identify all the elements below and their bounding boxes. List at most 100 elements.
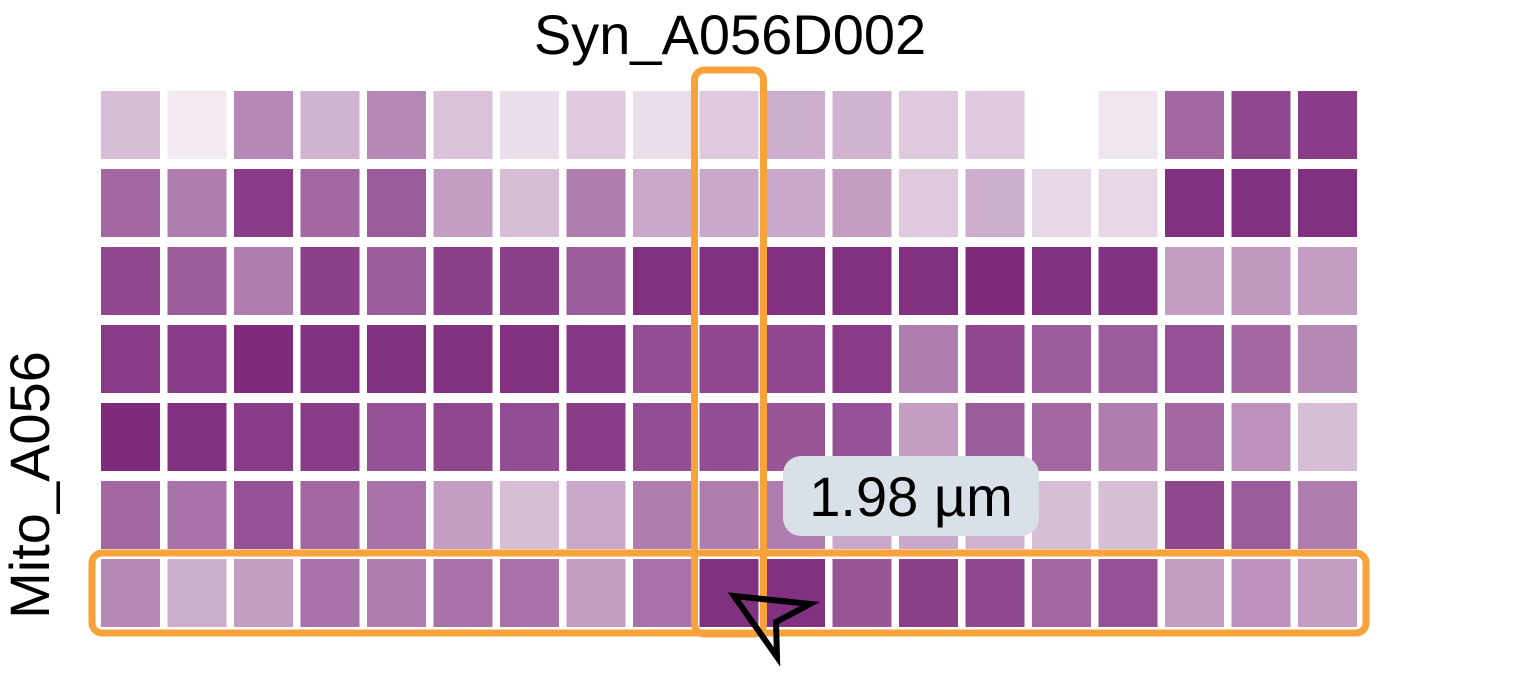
heatmap-cell-r0-c1[interactable] [167, 91, 227, 159]
heatmap-cell-r6-c17[interactable] [1231, 559, 1291, 627]
heatmap-cell-r0-c18[interactable] [1298, 91, 1357, 159]
heatmap-cell-r5-c1[interactable] [167, 481, 227, 549]
heatmap-cell-r2-c10[interactable] [766, 247, 825, 315]
heatmap-cell-r4-c7[interactable] [566, 403, 626, 471]
heatmap-cell-r4-c14[interactable] [1032, 403, 1091, 471]
heatmap-cell-r4-c18[interactable] [1298, 403, 1357, 471]
heatmap-cell-r3-c8[interactable] [633, 325, 692, 393]
heatmap-cell-r3-c15[interactable] [1098, 325, 1158, 393]
heatmap-cell-r0-c16[interactable] [1165, 91, 1224, 159]
heatmap-cell-r5-c14[interactable] [1032, 481, 1091, 549]
heatmap-cell-r1-c10[interactable] [766, 169, 825, 237]
heatmap-cell-r2-c6[interactable] [500, 247, 559, 315]
heatmap-cell-r4-c15[interactable] [1098, 403, 1158, 471]
heatmap-cell-r2-c7[interactable] [566, 247, 626, 315]
heatmap-cell-r1-c12[interactable] [899, 169, 958, 237]
heatmap-cell-r0-c17[interactable] [1231, 91, 1291, 159]
heatmap-cell-r2-c5[interactable] [433, 247, 493, 315]
heatmap-cell-r4-c2[interactable] [234, 403, 293, 471]
heatmap-cell-r6-c5[interactable] [433, 559, 493, 627]
heatmap-cell-r4-c16[interactable] [1165, 403, 1224, 471]
heatmap-cell-r1-c15[interactable] [1098, 169, 1158, 237]
heatmap-cell-r5-c2[interactable] [234, 481, 293, 549]
heatmap-cell-r1-c3[interactable] [300, 169, 360, 237]
heatmap-cell-r2-c2[interactable] [234, 247, 293, 315]
heatmap-cell-r2-c8[interactable] [633, 247, 692, 315]
heatmap-cell-r6-c10[interactable] [766, 559, 825, 627]
heatmap-cell-r6-c0[interactable] [101, 559, 160, 627]
heatmap-cell-r3-c17[interactable] [1231, 325, 1291, 393]
heatmap-cell-r3-c16[interactable] [1165, 325, 1224, 393]
heatmap-cell-r2-c3[interactable] [300, 247, 360, 315]
heatmap-cell-r1-c8[interactable] [633, 169, 692, 237]
heatmap-cell-r1-c6[interactable] [500, 169, 559, 237]
heatmap-cell-r5-c8[interactable] [633, 481, 692, 549]
heatmap-cell-r6-c14[interactable] [1032, 559, 1091, 627]
heatmap-cell-r2-c15[interactable] [1098, 247, 1158, 315]
heatmap-cell-r2-c13[interactable] [965, 247, 1025, 315]
heatmap-cell-r4-c3[interactable] [300, 403, 360, 471]
heatmap-cell-r6-c1[interactable] [167, 559, 227, 627]
heatmap-cell-r3-c4[interactable] [367, 325, 426, 393]
heatmap-cell-r6-c2[interactable] [234, 559, 293, 627]
heatmap-cell-r6-c11[interactable] [832, 559, 892, 627]
heatmap-cell-r6-c4[interactable] [367, 559, 426, 627]
heatmap-cell-r3-c6[interactable] [500, 325, 559, 393]
heatmap-cell-r2-c9[interactable] [699, 247, 759, 315]
heatmap-cell-r2-c1[interactable] [167, 247, 227, 315]
heatmap-cell-r1-c5[interactable] [433, 169, 493, 237]
heatmap-cell-r0-c12[interactable] [899, 91, 958, 159]
heatmap-cell-r3-c3[interactable] [300, 325, 360, 393]
heatmap-cell-r6-c15[interactable] [1098, 559, 1158, 627]
heatmap-cell-r3-c11[interactable] [832, 325, 892, 393]
heatmap-cell-r4-c4[interactable] [367, 403, 426, 471]
heatmap-cell-r0-c6[interactable] [500, 91, 559, 159]
heatmap-cell-r2-c12[interactable] [899, 247, 958, 315]
heatmap-cell-r0-c11[interactable] [832, 91, 892, 159]
heatmap-cell-r5-c16[interactable] [1165, 481, 1224, 549]
heatmap-cell-r1-c1[interactable] [167, 169, 227, 237]
heatmap-cell-r3-c9[interactable] [699, 325, 759, 393]
heatmap-cell-r2-c17[interactable] [1231, 247, 1291, 315]
heatmap-cell-r2-c14[interactable] [1032, 247, 1091, 315]
heatmap-cell-r5-c3[interactable] [300, 481, 360, 549]
heatmap-cell-r4-c6[interactable] [500, 403, 559, 471]
heatmap-cell-r0-c3[interactable] [300, 91, 360, 159]
heatmap-cell-r1-c11[interactable] [832, 169, 892, 237]
heatmap-cell-r3-c10[interactable] [766, 325, 825, 393]
heatmap-cell-r6-c3[interactable] [300, 559, 360, 627]
heatmap-cell-r0-c7[interactable] [566, 91, 626, 159]
heatmap-cell-r0-c8[interactable] [633, 91, 692, 159]
heatmap-cell-r4-c1[interactable] [167, 403, 227, 471]
heatmap-cell-r0-c15[interactable] [1098, 91, 1158, 159]
heatmap-cell-r3-c18[interactable] [1298, 325, 1357, 393]
heatmap-cell-r5-c4[interactable] [367, 481, 426, 549]
heatmap-cell-r1-c16[interactable] [1165, 169, 1224, 237]
heatmap-cell-r3-c2[interactable] [234, 325, 293, 393]
heatmap-cell-r5-c17[interactable] [1231, 481, 1291, 549]
heatmap-cell-r1-c9[interactable] [699, 169, 759, 237]
heatmap-cell-r1-c13[interactable] [965, 169, 1025, 237]
heatmap-cell-r1-c0[interactable] [101, 169, 160, 237]
heatmap-cell-r1-c4[interactable] [367, 169, 426, 237]
heatmap-cell-r0-c4[interactable] [367, 91, 426, 159]
heatmap-cell-r1-c17[interactable] [1231, 169, 1291, 237]
heatmap-cell-r0-c5[interactable] [433, 91, 493, 159]
heatmap-cell-r2-c18[interactable] [1298, 247, 1357, 315]
heatmap-cell-r1-c2[interactable] [234, 169, 293, 237]
heatmap-cell-r5-c7[interactable] [566, 481, 626, 549]
heatmap-cell-r5-c18[interactable] [1298, 481, 1357, 549]
heatmap-cell-r2-c16[interactable] [1165, 247, 1224, 315]
heatmap-cell-r1-c18[interactable] [1298, 169, 1357, 237]
heatmap-cell-r5-c15[interactable] [1098, 481, 1158, 549]
heatmap-cell-r3-c5[interactable] [433, 325, 493, 393]
heatmap-cell-r6-c6[interactable] [500, 559, 559, 627]
heatmap-cell-r2-c0[interactable] [101, 247, 160, 315]
heatmap-cell-r3-c0[interactable] [101, 325, 160, 393]
heatmap-cell-r5-c9[interactable] [699, 481, 759, 549]
heatmap-cell-r6-c8[interactable] [633, 559, 692, 627]
heatmap-cell-r0-c13[interactable] [965, 91, 1025, 159]
heatmap-cell-r4-c9[interactable] [699, 403, 759, 471]
heatmap-cell-r0-c10[interactable] [766, 91, 825, 159]
heatmap-cell-r0-c14[interactable] [1032, 91, 1091, 159]
